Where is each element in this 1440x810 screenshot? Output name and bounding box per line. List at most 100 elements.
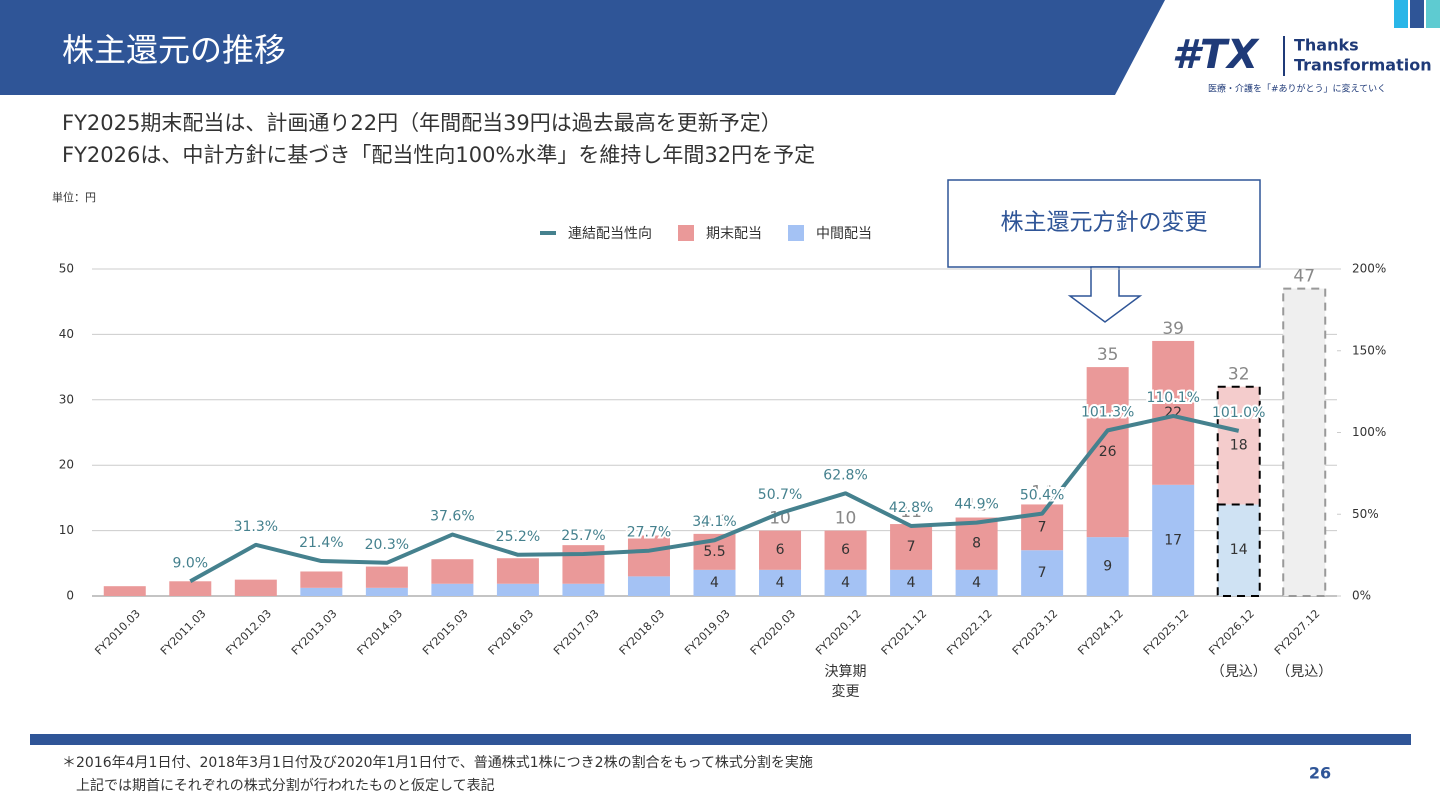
bar-total-label: 14 [1031,482,1053,502]
bar-value-label: 14 [1230,542,1248,558]
legend-label: 連結配当性向 [568,226,652,242]
line-value-label: 27.7% [627,525,671,541]
x-tick-label: FY2022.12 [944,607,995,658]
bar-value-label: 4 [841,575,850,591]
x-tick-label: FY2010.03 [92,607,143,658]
x-tick-label: FY2020.03 [748,607,799,658]
bar-segment [759,569,802,596]
line-value-label: 37.6% [430,509,474,525]
bar-value-label: 4 [776,575,785,591]
bar-segment [1086,537,1129,596]
x-tick-label: FY2014.03 [355,607,406,658]
x-tick-label: FY2023.12 [1010,607,1061,658]
bar-segment [365,566,408,588]
bar-value-label: 17 [1164,532,1182,548]
bar-segment [824,530,867,570]
y-tick-label: 10 [59,523,74,537]
x-tick-label: FY2027.12 [1272,607,1323,658]
bar-total-label: 35 [1097,345,1119,365]
x-tick-label: FY2019.03 [682,607,733,658]
line-value-label: 110.1% [1146,390,1199,406]
x-tick-label: FY2017.03 [551,607,602,658]
bar-segment [496,558,539,584]
line-value-label: 21.4% [299,535,343,551]
callout-arrow [1067,266,1143,323]
bar-segment [169,581,212,596]
bar-value-label: 5.5 [703,544,725,560]
line-value-label: 62.8% [823,467,867,483]
line-value-label: 9.0% [173,555,209,571]
x-tick-label: FY2021.12 [879,607,930,658]
bar-segment [562,545,605,584]
line-value-label: 25.2% [496,529,540,545]
y-tick-label: 20 [59,458,74,472]
line-value-label: 44.9% [954,497,998,513]
line-value-label: 50.4% [1020,488,1064,504]
x-tick-label: FY2015.03 [420,607,471,658]
x-category-note: 決算期変更 [825,664,867,700]
bar-total [1283,288,1326,596]
bar-value-label: 26 [1099,444,1117,460]
bar-segment [1152,340,1195,485]
bar-segment [1217,504,1260,596]
bar-total-label: 47 [1293,267,1315,287]
bar-total-label: 9.5 [701,512,728,532]
line-value-label: 101.0% [1212,405,1265,421]
line-value-label: 101.3% [1081,404,1134,420]
bar-value-label: 9 [1103,559,1112,575]
bar-value-label: 4 [907,575,916,591]
x-tick-label: FY2012.03 [223,607,274,658]
y-tick-label: 0 [66,589,74,603]
bar-segment [627,535,670,577]
bar-segment [562,583,605,596]
line-value-label: 42.8% [889,500,933,516]
accent [1394,0,1408,28]
line-value-label: 50.7% [758,487,802,503]
y2-tick-label: 0% [1352,589,1371,603]
legend-label: 中間配当 [816,226,872,242]
line-value-label: 20.3% [365,537,409,553]
bar-segment [1086,367,1129,538]
line-value-label: 25.7% [561,528,605,544]
bar-value-label: 4 [710,575,719,591]
bar-segment [890,524,933,570]
page-number: 26 [1309,764,1331,783]
y-tick-label: 30 [59,392,74,406]
x-tick-label: FY2013.03 [289,607,340,658]
logo-mark: #TX [1172,32,1260,78]
bar-segment [431,559,474,584]
bar-segment [234,579,277,596]
y2-tick-label: 50% [1352,507,1379,521]
bar-segment [496,583,539,596]
bar-segment [1152,484,1195,596]
x-category-note: （見込） [1276,664,1332,680]
bar-value-label: 7 [1038,565,1047,581]
accent [1426,0,1440,28]
x-tick-label: FY2025.12 [1141,607,1192,658]
bar-segment [1021,550,1064,596]
callout-text: 株主還元方針の変更 [1001,210,1208,236]
bar-segment [365,587,408,596]
footer-rule [30,734,1411,745]
bar-segment [431,583,474,596]
bar-total-label: 32 [1228,365,1250,385]
slide-title: 株主還元の推移 [62,31,286,69]
x-tick-label: FY2011.03 [158,607,209,658]
bar-segment [693,569,736,596]
bar-total-label: 39 [1162,319,1184,339]
x-category-note: （見込） [1211,664,1267,680]
note-line: 変更 [832,683,860,700]
x-tick-label: FY2020.12 [813,607,864,658]
bar-segment [759,530,802,570]
bar-value-label: 6 [776,542,785,558]
callout-box [947,179,1261,268]
legend-label: 期末配当 [706,226,762,242]
bar-segment [103,586,146,596]
bar-outline [1282,287,1327,597]
legend-swatch [678,225,694,241]
y-tick-label: 40 [59,327,74,341]
subtitle: FY2025期末配当は、計画通り22円（年間配当39円は過去最高を更新予定） [62,111,782,135]
x-tick-label: FY2026.12 [1206,607,1257,658]
